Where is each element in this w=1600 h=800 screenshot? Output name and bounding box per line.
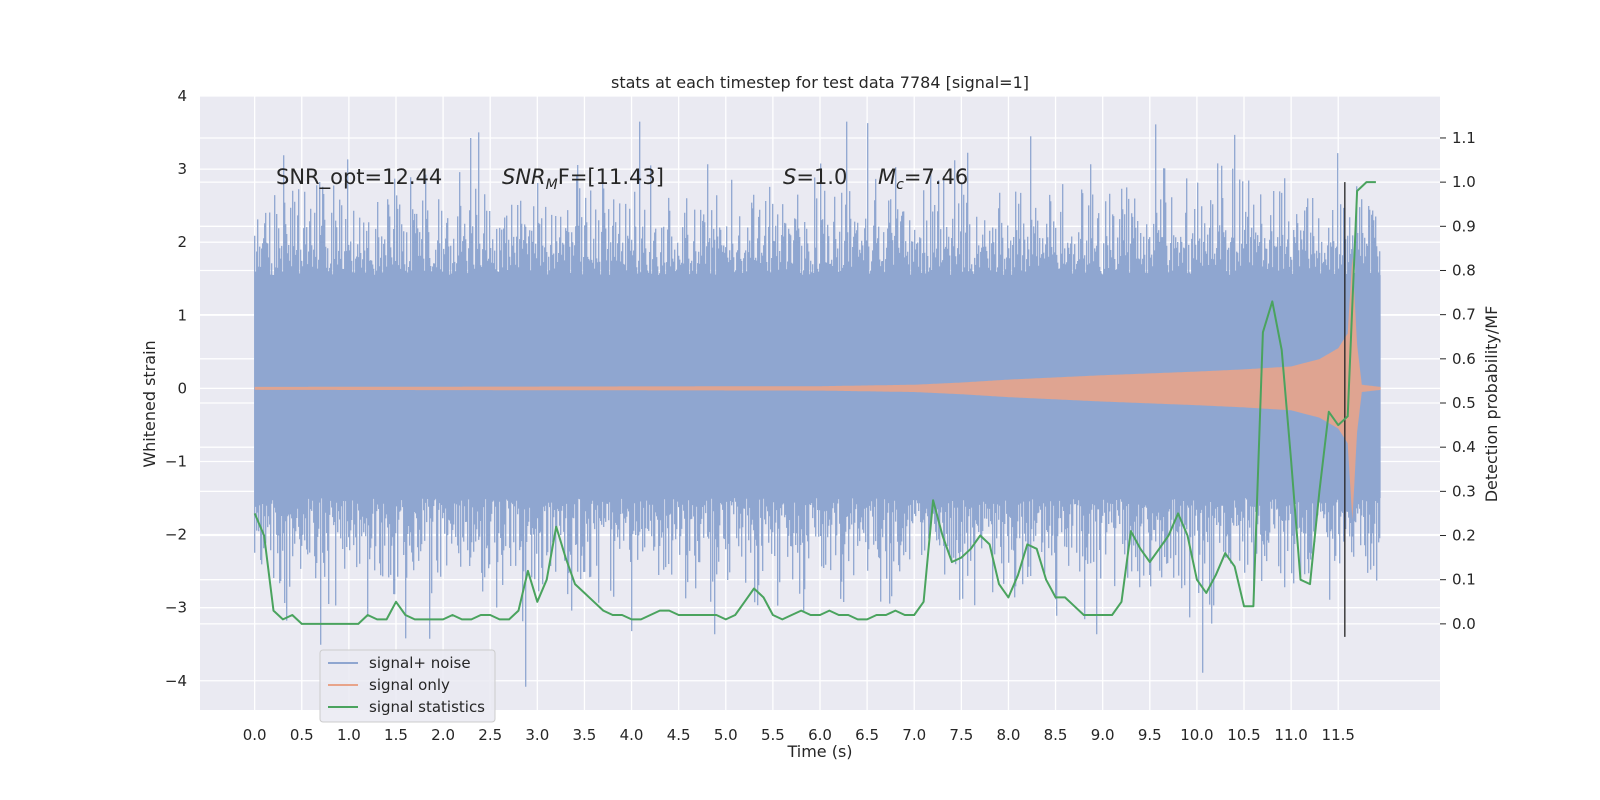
x-tick-label: 11.0 — [1274, 726, 1307, 744]
series-signal-statistics — [253, 181, 1376, 625]
x-tick-label: 6.5 — [855, 726, 879, 744]
y-tick-label: −3 — [165, 599, 187, 617]
annotation-s: S=1.0 — [783, 165, 847, 189]
y-axis-title: Whitened strain — [140, 340, 159, 467]
x-tick-label: 4.0 — [620, 726, 644, 744]
x-tick-label: 10.5 — [1227, 726, 1260, 744]
x-tick-label: 0.5 — [290, 726, 314, 744]
x-tick-label: 2.0 — [431, 726, 455, 744]
series-signal-only — [254, 256, 1381, 520]
annotation-snr-opt: SNR_opt=12.44 — [276, 165, 442, 190]
s-suffix: =1.0 — [796, 165, 847, 189]
x-tick-label: 3.5 — [573, 726, 597, 744]
y-tick-label: −2 — [165, 526, 187, 544]
x-tick-label: 6.0 — [808, 726, 832, 744]
snr-mf-suffix: F=[11.43] — [558, 165, 664, 189]
y2-tick-label: 0.5 — [1452, 394, 1476, 412]
x-tick-label: 7.5 — [949, 726, 973, 744]
x-tick-label: 5.5 — [761, 726, 785, 744]
y2-tick-label: 0.0 — [1452, 615, 1476, 633]
annotation-mc: Mc=7.46 — [878, 165, 968, 193]
snr-mf-prefix: SNR — [502, 165, 546, 189]
y-tick-label: 4 — [177, 87, 187, 105]
legend-box — [319, 649, 496, 723]
y2-tick-label: 0.1 — [1452, 571, 1476, 589]
y2-tick-label: 1.0 — [1452, 173, 1476, 191]
y2-tick-label: 0.7 — [1452, 306, 1476, 324]
y-tick-label: 1 — [177, 306, 187, 324]
x-tick-label: 10.0 — [1180, 726, 1213, 744]
legend-label-signal-only: signal only — [369, 676, 450, 694]
y2-axis-title: Detection probability/MF — [1482, 306, 1501, 503]
x-tick-label: 7.0 — [902, 726, 926, 744]
x-tick-label: 9.0 — [1091, 726, 1115, 744]
x-tick-label: 2.5 — [478, 726, 502, 744]
series-layer — [253, 121, 1381, 687]
y2-tick-label: 0.3 — [1452, 482, 1476, 500]
y2-tick-label: 0.6 — [1452, 350, 1476, 368]
legend: signal+ noise signal only signal statist… — [319, 649, 496, 723]
y2-tick-label: 1.1 — [1452, 129, 1476, 147]
y2-tick-label: 0.4 — [1452, 438, 1476, 456]
y-tick-label: 2 — [177, 233, 187, 251]
x-tick-label: 1.0 — [337, 726, 361, 744]
x-tick-label: 8.0 — [997, 726, 1021, 744]
y2-tick-label: 0.9 — [1452, 217, 1476, 235]
x-tick-label: 1.5 — [384, 726, 408, 744]
x-tick-label: 4.5 — [667, 726, 691, 744]
y2-tick-label: 0.8 — [1452, 261, 1476, 279]
x-tick-label: 9.5 — [1138, 726, 1162, 744]
tick-layer: 0.0 0.5 1.0 1.5 2.0 2.5 3.0 3.5 4.0 4.5 5.0 5.5 6.0 6… — [165, 87, 1476, 744]
y-tick-label: 3 — [177, 160, 187, 178]
x-tick-label: 8.5 — [1044, 726, 1068, 744]
annotation-snr-mf: SNRMF=[11.43] — [502, 165, 664, 193]
legend-label-signal-noise: signal+ noise — [369, 654, 471, 672]
mc-sub: c — [896, 177, 904, 193]
y-tick-label: −1 — [165, 452, 187, 470]
y-tick-label: −4 — [165, 672, 187, 690]
legend-label-signal-statistics: signal statistics — [369, 698, 485, 716]
snr-mf-sub: M — [546, 177, 558, 193]
chart-title: stats at each timestep for test data 778… — [611, 73, 1029, 92]
y-tick-label: 0 — [177, 379, 187, 397]
y2-tick-label: 0.2 — [1452, 527, 1476, 545]
mc-suffix: =7.46 — [904, 165, 968, 189]
x-tick-label: 0.0 — [243, 726, 267, 744]
x-tick-label: 11.5 — [1322, 726, 1355, 744]
x-tick-label: 5.0 — [714, 726, 738, 744]
s-prefix: S — [783, 165, 796, 189]
x-axis-title: Time (s) — [786, 742, 852, 761]
x-tick-label: 3.0 — [525, 726, 549, 744]
mc-prefix: M — [878, 165, 896, 189]
